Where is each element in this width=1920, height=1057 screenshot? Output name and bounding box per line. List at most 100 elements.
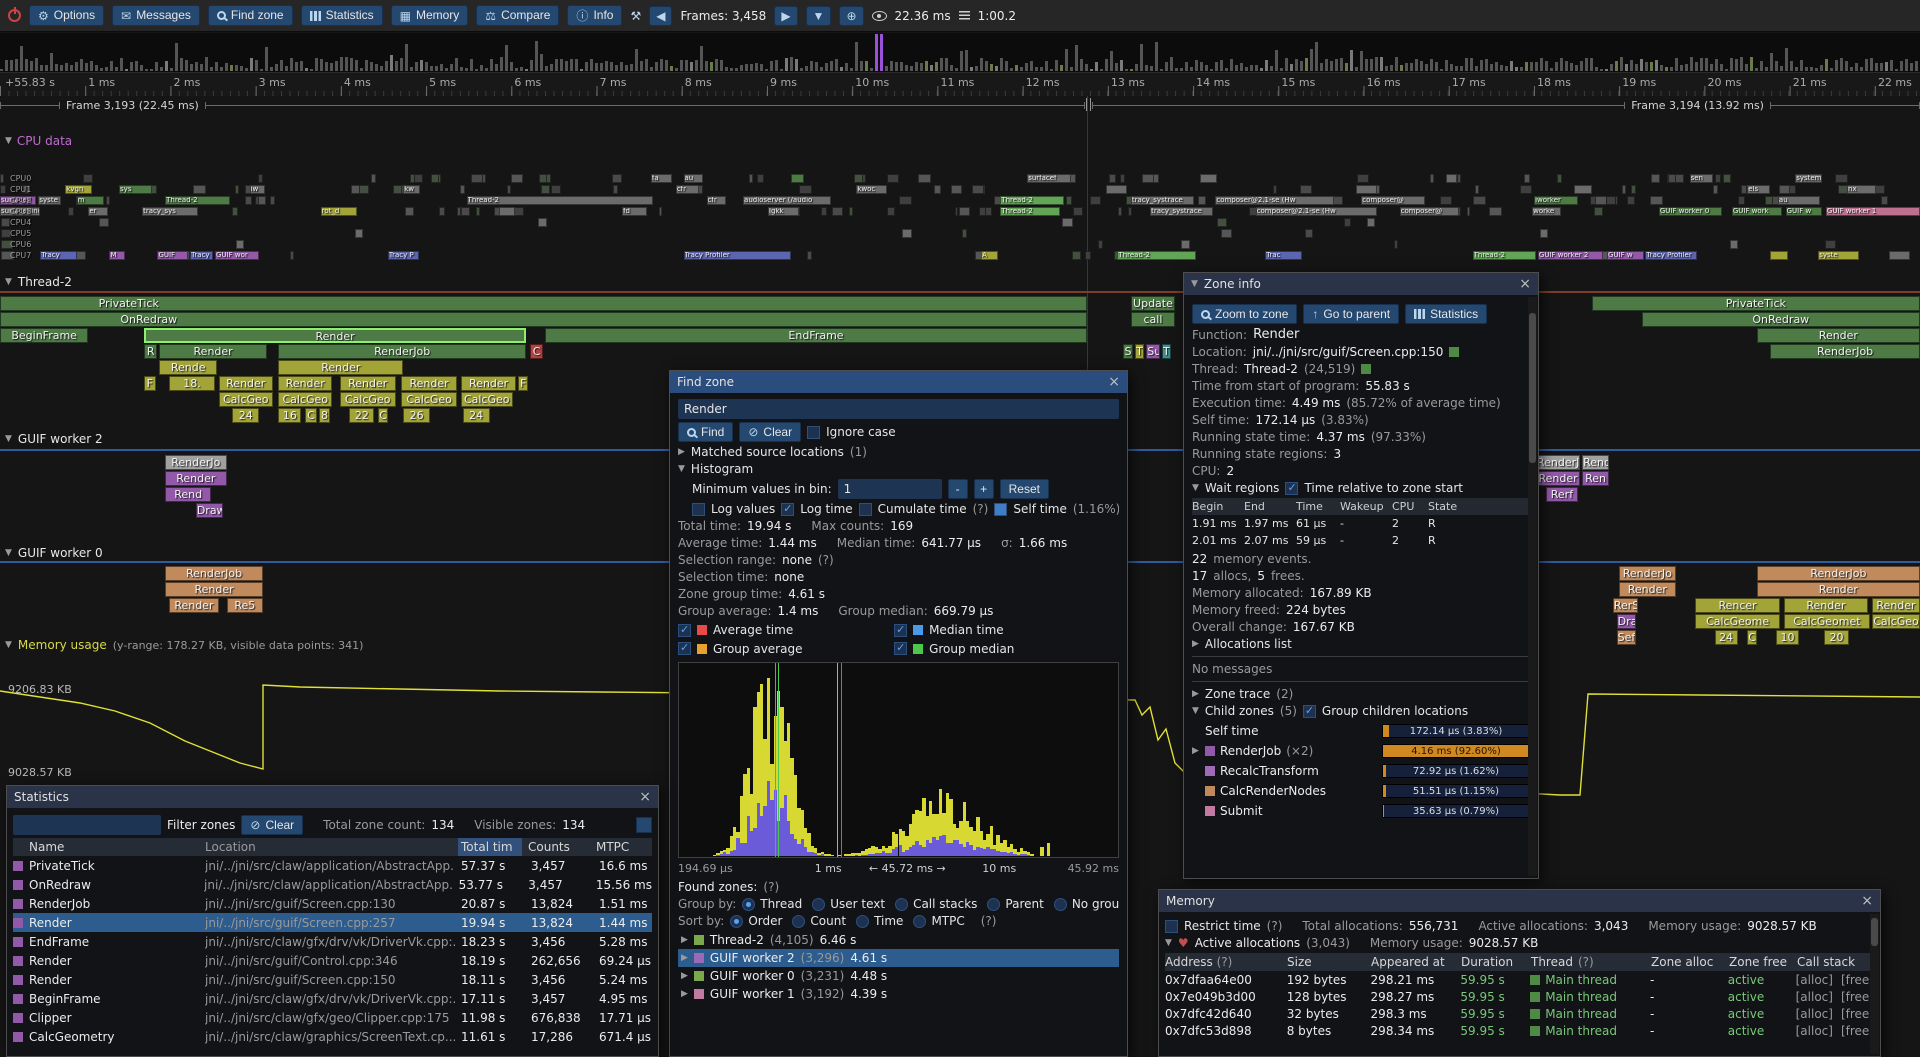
timeline-zone[interactable]: Rend (1582, 455, 1609, 470)
stats-row[interactable]: Render jni/../jni/src/guif/Screen.cpp:150… (13, 970, 652, 989)
timeline-zone[interactable]: BeginFrame (0, 328, 89, 343)
cpu-zone[interactable] (235, 185, 240, 194)
cpu-zone[interactable]: surfacefl (0, 196, 37, 205)
timeline-zone[interactable]: Draw (195, 503, 223, 518)
cpu-zone[interactable] (1622, 185, 1627, 194)
decrement-button[interactable]: - (947, 479, 968, 499)
legend-median-time[interactable]: Median time (894, 623, 1110, 637)
close-icon[interactable]: × (1519, 276, 1531, 292)
cpu-zone[interactable] (83, 174, 93, 183)
wait-region-row[interactable]: 1.91 ms 1.97 ms 61 µs -2 R (1192, 517, 1436, 530)
timeline-zone[interactable]: 20 (1824, 630, 1849, 645)
call-stack-link[interactable]: [alloc] (1795, 1023, 1833, 1038)
sort-by-count[interactable]: Count (792, 914, 846, 928)
cpu-zone[interactable]: Thread-2 (466, 196, 653, 205)
cpu-zone[interactable]: iw (249, 185, 265, 194)
timeline-zone[interactable]: Rerf (1545, 487, 1579, 502)
frame-3193-span[interactable]: Frame 3,193 (22.45 ms) (0, 96, 1085, 114)
chevron-right-icon[interactable]: ▶ (1192, 639, 1199, 649)
cpu-zone[interactable] (820, 207, 827, 216)
timeline-zone[interactable]: 18. (168, 376, 216, 391)
group-children-checkbox[interactable] (1302, 704, 1316, 718)
cpu-zone[interactable] (1472, 196, 1487, 205)
frame-overview-strip[interactable] (0, 33, 1920, 73)
timeline-zone[interactable]: RenderJo (1618, 566, 1677, 581)
cpu-zone[interactable] (806, 251, 813, 260)
cpu-zone[interactable] (757, 174, 764, 183)
min-bin-input[interactable]: 1 (837, 479, 942, 499)
cpu-zone[interactable]: Tracy P (387, 251, 419, 260)
restrict-time-checkbox[interactable] (1165, 919, 1178, 933)
call-stack-link[interactable]: [alloc] (1795, 1006, 1833, 1021)
cpu-zone[interactable] (659, 207, 663, 216)
histogram-canvas[interactable] (678, 662, 1119, 858)
cpu-zone[interactable] (1105, 185, 1128, 194)
timeline-zone[interactable]: Ren (1582, 471, 1609, 486)
group-by-parent[interactable]: Parent (987, 897, 1044, 911)
cpu-row[interactable]: CPU5 (0, 229, 1920, 239)
cpu-zone[interactable]: Tracy Profiler (683, 251, 792, 260)
messages-button[interactable]: ✉ Messages (112, 5, 200, 26)
cpu-zone[interactable]: Trac (1265, 251, 1302, 260)
found-zone-group[interactable]: ▶ Thread-2 (4,105) 6.46 s (681, 933, 857, 947)
child-zone-row[interactable]: Submit 35.63 µs (0.79%) (1192, 801, 1530, 821)
chevron-down-icon[interactable]: ▼ (1192, 706, 1199, 716)
timeline-zone[interactable]: CalcGeo (218, 392, 273, 407)
timeline-zone[interactable]: OnRedraw (1641, 312, 1920, 327)
allocation-row[interactable]: 0x7dfaa64e00 192 bytes 298.21 ms 59.95 s Mai… (1165, 972, 1874, 987)
self-time-checkbox[interactable] (994, 502, 1008, 516)
cpu-zone[interactable] (902, 229, 912, 238)
cpu-zone[interactable] (1737, 196, 1745, 205)
timeline-zone[interactable]: Render (218, 376, 273, 391)
cpu-zone[interactable] (954, 207, 958, 216)
cpu-zone[interactable] (917, 174, 932, 183)
timeline-zone[interactable]: 26 (403, 408, 431, 423)
frame-markers[interactable]: Frame 3,193 (22.45 ms) Frame 3,194 (13.9… (0, 96, 1920, 114)
cpu-zone[interactable]: surfacef (1027, 174, 1072, 183)
timeline-zone[interactable]: OnRedraw (0, 312, 1087, 327)
timeline-zone[interactable]: 22 (349, 408, 375, 423)
cpu-zone[interactable]: GUIF worker 1 (1825, 207, 1920, 216)
cpu-zone[interactable] (886, 207, 895, 216)
cpu-zone[interactable]: tracy_sys (142, 207, 198, 216)
timeline-zone[interactable]: Render (278, 376, 333, 391)
find-zone-titlebar[interactable]: Find zone × (670, 371, 1127, 393)
cpu-zone[interactable]: GUIF worker 2 (1537, 251, 1604, 260)
cpu-zone[interactable]: Thread-2 (1000, 207, 1060, 216)
cpu-row[interactable]: CPU3 surfacefling er tracy_sys rot_d fd lgkk Th… (0, 207, 1920, 217)
frame-set-button[interactable]: ▼ (805, 5, 832, 26)
thread-header-guif-worker-0[interactable]: ▼ GUIF worker 0 (5, 546, 103, 560)
cpu-zone[interactable] (1630, 185, 1637, 194)
cpu-zone[interactable] (1200, 174, 1218, 183)
limit-to-view-button[interactable] (636, 817, 652, 833)
timeline-zone[interactable]: CalcGeo (339, 392, 396, 407)
timeline-zone[interactable]: CalcGeo (278, 392, 333, 407)
cpu-zone[interactable] (1835, 174, 1848, 183)
cpu-zone[interactable]: fd (622, 207, 648, 216)
legend-group-median[interactable]: Group median (894, 641, 1110, 656)
timeline-zone[interactable]: R (144, 344, 158, 359)
cpu-zone[interactable] (962, 229, 968, 238)
cpu-zone[interactable]: system_s (1795, 174, 1823, 183)
stats-row[interactable]: OnRedraw jni/../jni/src/claw/application/… (13, 875, 652, 894)
cpu-zone[interactable] (1090, 196, 1101, 205)
cpu-zone[interactable] (1520, 185, 1533, 194)
cpu-zone[interactable] (972, 185, 985, 194)
child-zone-row[interactable]: ▶ RenderJob (×2) 4.16 ms (92.60%) (1192, 741, 1530, 761)
frame-3194-span[interactable]: Frame 3,194 (13.92 ms) (1092, 96, 1920, 114)
cpu-zone[interactable] (439, 207, 446, 216)
cpu-zone[interactable] (1488, 207, 1502, 216)
stats-row[interactable]: PrivateTick jni/../jni/src/claw/applicati… (13, 856, 652, 875)
cpu-zone[interactable] (1715, 174, 1722, 183)
timeline-zone[interactable]: 24 (1714, 630, 1738, 645)
cpu-zone[interactable] (460, 207, 471, 216)
cpu-zone[interactable]: GUIF (157, 251, 189, 260)
timeline-zone[interactable]: EndFrame (545, 328, 1087, 343)
cpu-zone[interactable] (1880, 196, 1888, 205)
timeline-zone[interactable]: C (529, 344, 544, 359)
timeline-zone[interactable]: Update (1130, 296, 1176, 311)
timeline-zone[interactable]: Render (1536, 471, 1581, 486)
cpu-row[interactable]: CPU0 fa au surfacef sen system_s (0, 174, 1920, 184)
cpu-zone[interactable] (232, 207, 238, 216)
timeline-zone[interactable]: Render (460, 376, 517, 391)
